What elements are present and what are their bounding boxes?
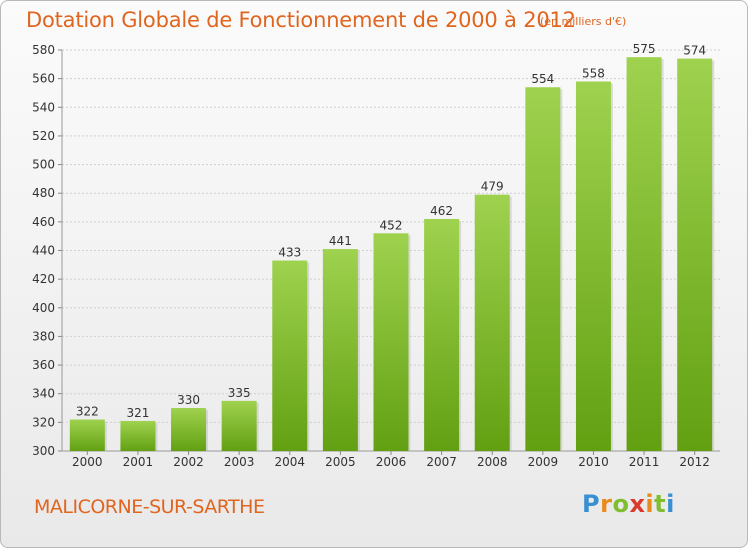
bars xyxy=(69,57,715,452)
y-tick-label: 300 xyxy=(32,444,55,458)
logo-letter: i xyxy=(645,490,655,518)
chart-subtitle: (en milliers d'€) xyxy=(540,15,627,28)
data-label: 558 xyxy=(582,67,605,81)
y-tick-label: 340 xyxy=(32,387,55,401)
x-tick-label: 2007 xyxy=(426,455,457,469)
x-tick-label: 2001 xyxy=(123,455,154,469)
bar xyxy=(677,58,713,451)
x-tick-label: 2012 xyxy=(679,455,710,469)
y-tick-label: 360 xyxy=(32,358,55,372)
y-tick-label: 460 xyxy=(32,215,55,229)
y-tick-label: 560 xyxy=(32,72,55,86)
logo-letter: t xyxy=(654,490,667,518)
y-tick-label: 380 xyxy=(32,329,55,343)
bar xyxy=(120,420,156,451)
bar xyxy=(626,57,662,452)
data-label: 575 xyxy=(633,42,656,56)
logo-letter: P xyxy=(582,490,601,518)
y-tick-label: 320 xyxy=(32,415,55,429)
data-label: 433 xyxy=(278,246,301,260)
x-tick-label: 2004 xyxy=(274,455,305,469)
bar xyxy=(69,419,105,451)
x-tick-label: 2002 xyxy=(173,455,204,469)
logo-letter: x xyxy=(629,490,646,518)
bar xyxy=(424,218,460,451)
bar xyxy=(373,233,409,451)
chart-title: Dotation Globale de Fonctionnement de 20… xyxy=(26,8,576,32)
y-tick-label: 400 xyxy=(32,301,55,315)
data-label: 462 xyxy=(430,204,453,218)
x-tick-label: 2011 xyxy=(629,455,660,469)
logo-letter: i xyxy=(666,490,675,518)
y-tick-label: 500 xyxy=(32,158,55,172)
data-label: 441 xyxy=(329,234,352,248)
data-label: 322 xyxy=(76,404,99,418)
x-tick-label: 2008 xyxy=(477,455,508,469)
data-label: 321 xyxy=(126,406,149,420)
bar xyxy=(171,408,207,451)
y-tick-label: 420 xyxy=(32,272,55,286)
y-tick-label: 580 xyxy=(32,43,55,57)
y-tick-label: 520 xyxy=(32,129,55,143)
bar xyxy=(575,81,611,451)
logo-letter: r xyxy=(600,490,613,518)
bar xyxy=(525,87,561,451)
x-tick-label: 2010 xyxy=(578,455,609,469)
y-tick-label: 480 xyxy=(32,186,55,200)
y-tick-label: 440 xyxy=(32,244,55,258)
x-tick-label: 2009 xyxy=(528,455,559,469)
data-label: 574 xyxy=(683,44,706,58)
labels: 300 320 340 360 380 400 420 440 460 480 500 520 540 5… xyxy=(32,42,710,469)
town-name: MALICORNE-SUR-SARTHE xyxy=(34,496,265,518)
data-label: 335 xyxy=(228,386,251,400)
data-label: 452 xyxy=(380,218,403,232)
y-tick-label: 540 xyxy=(32,100,55,114)
x-tick-label: 2006 xyxy=(376,455,407,469)
x-tick-label: 2000 xyxy=(72,455,103,469)
x-tick-label: 2003 xyxy=(224,455,255,469)
x-tick-label: 2005 xyxy=(325,455,356,469)
bar xyxy=(272,260,308,451)
data-label: 554 xyxy=(531,72,554,86)
logo-letter: o xyxy=(612,490,630,518)
bar xyxy=(221,400,257,451)
bar xyxy=(322,249,358,451)
bar xyxy=(474,194,510,451)
data-label: 479 xyxy=(481,180,504,194)
proxiti-logo[interactable]: Proxiti xyxy=(582,490,675,518)
data-label: 330 xyxy=(177,393,200,407)
